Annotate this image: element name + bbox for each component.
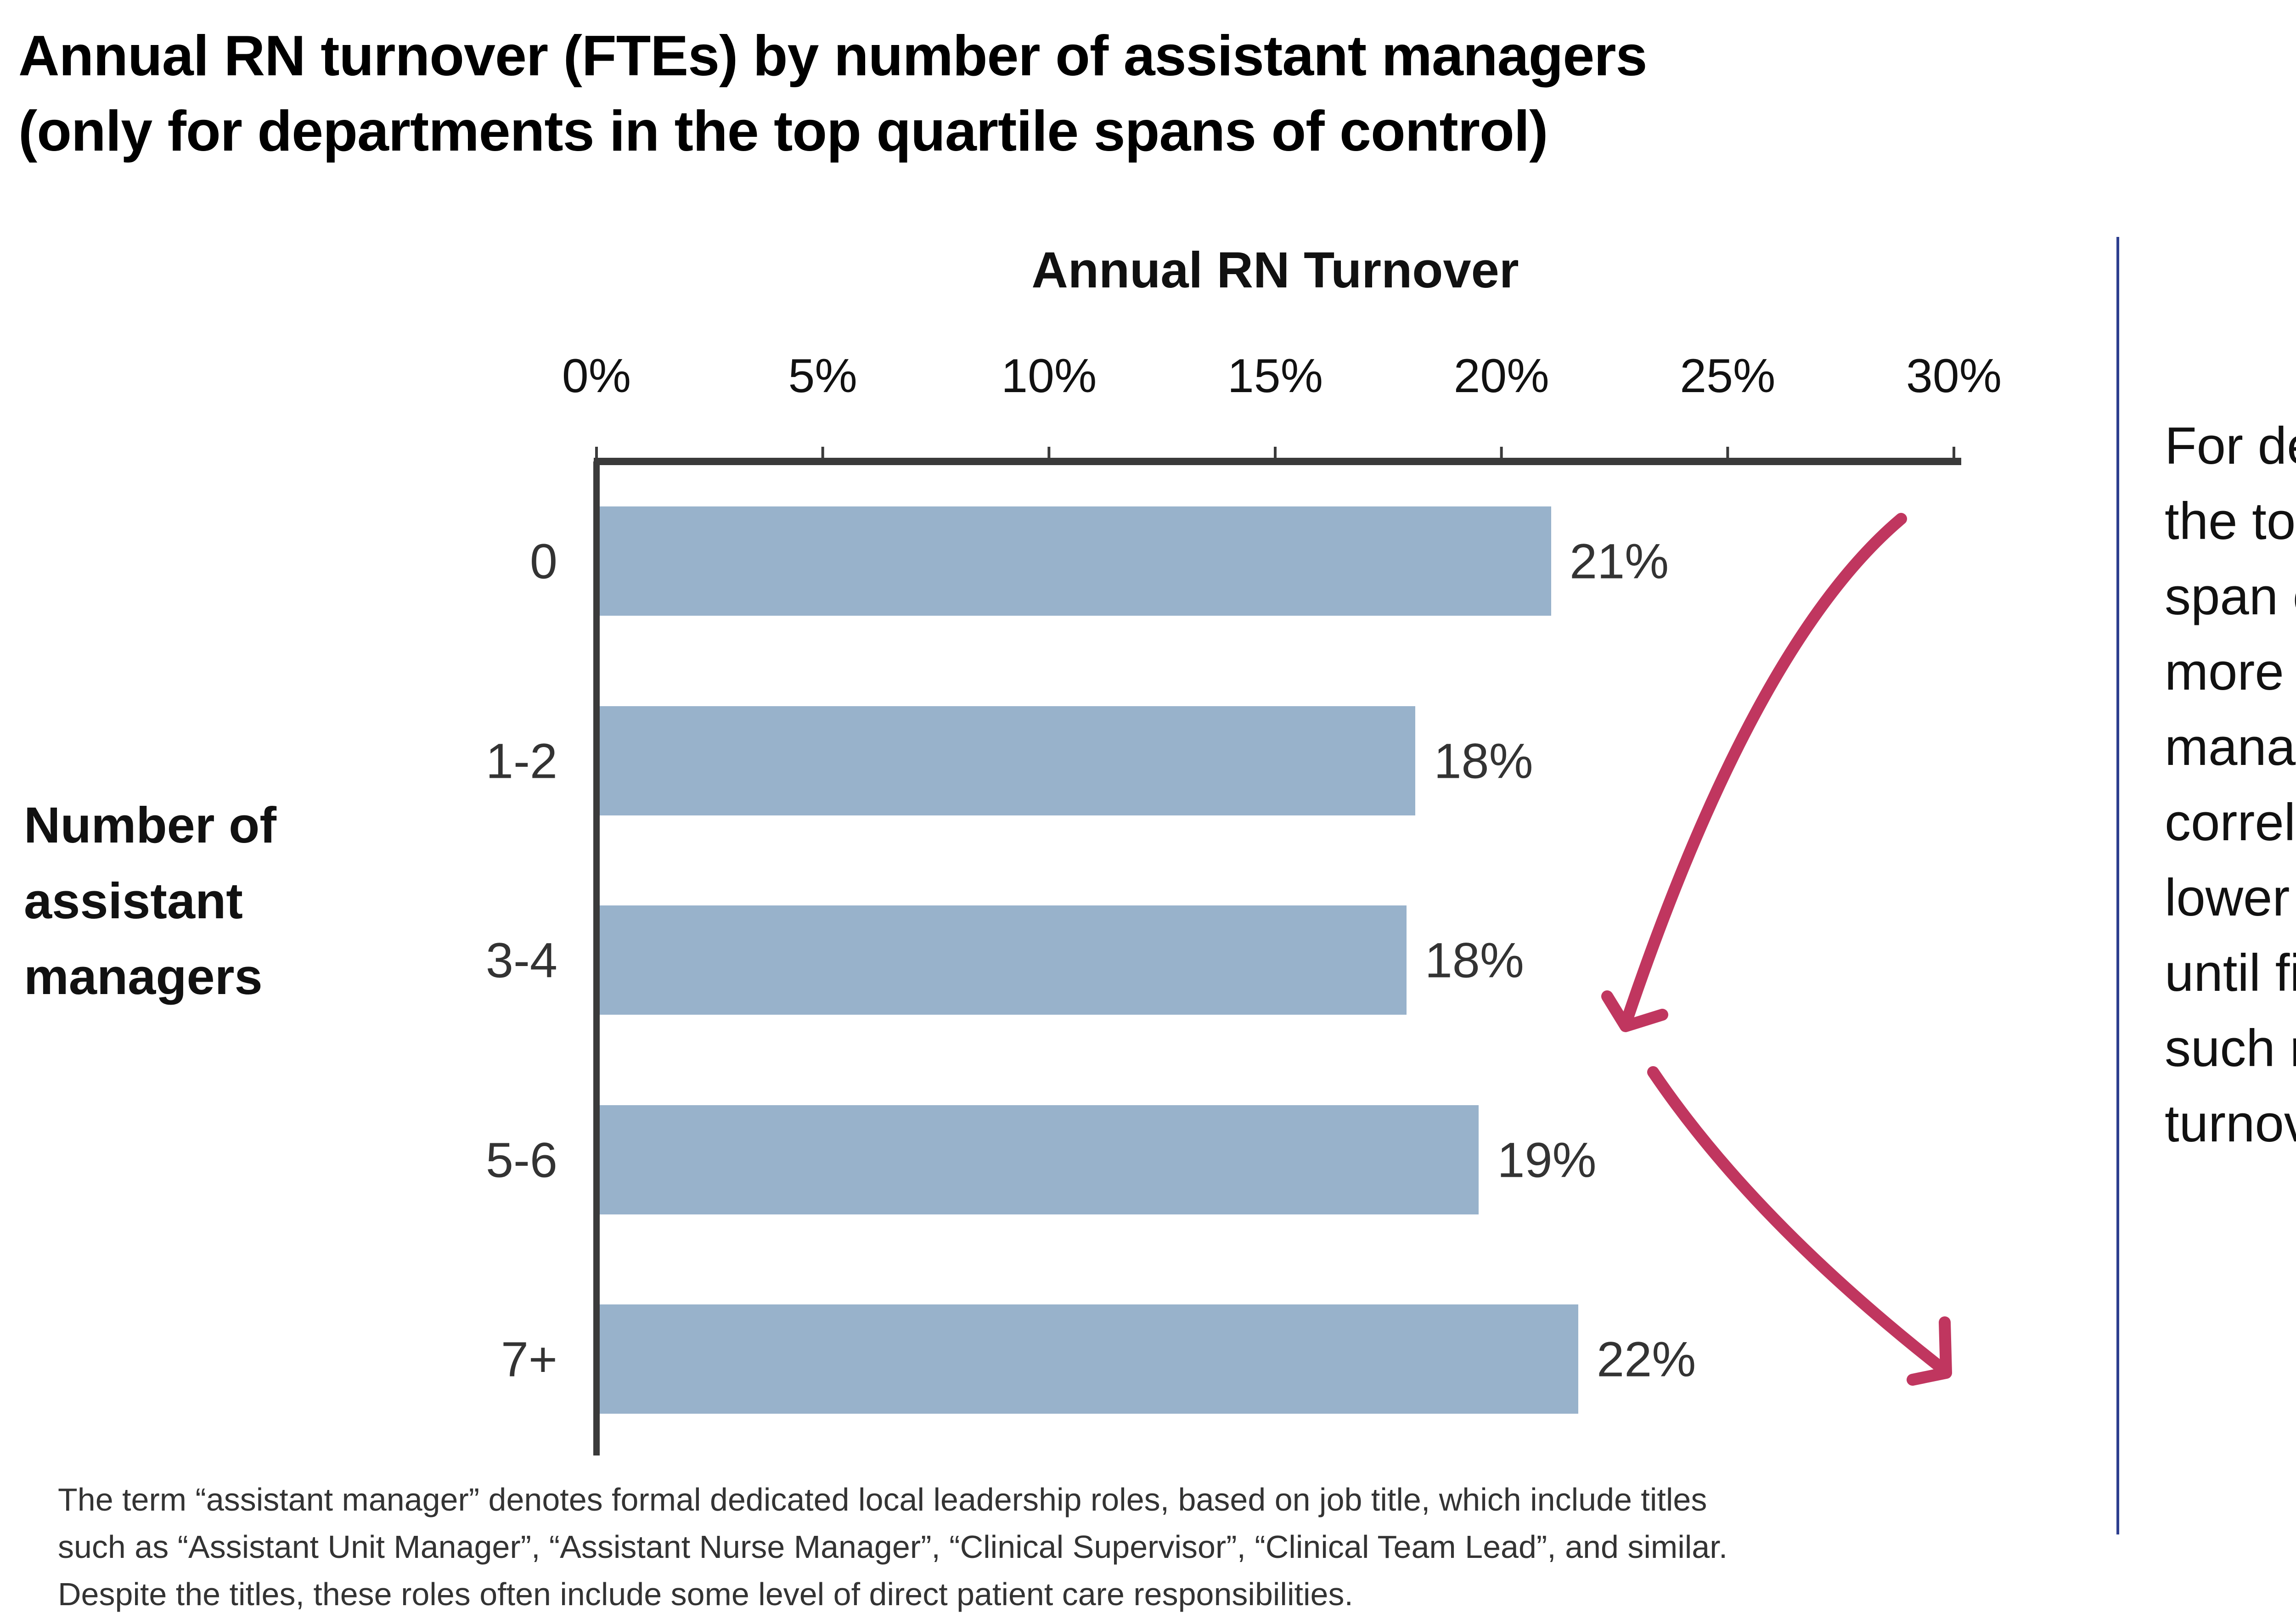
bar-0 — [597, 506, 1552, 616]
category-label: 7+ — [501, 1331, 557, 1387]
x-tick-label: 0% — [562, 349, 631, 403]
data-label: 18% — [1434, 733, 1533, 788]
category-label: 5-6 — [485, 1132, 557, 1187]
footnote-line: Despite the titles, these roles often in… — [58, 1576, 1353, 1612]
x-tick-label: 30% — [1906, 349, 2002, 403]
x-axis-title: Annual RN Turnover — [1031, 242, 1519, 298]
footnote-line: The term “assistant manager” denotes for… — [58, 1482, 1707, 1517]
chart-title-line-1: Annual RN turnover (FTEs) by number of a… — [18, 24, 1648, 88]
callout-line: correlated with — [2165, 793, 2296, 852]
arrow-down-left-icon — [1601, 513, 1907, 1032]
footnote-line: such as “Assistant Unit Manager”, “Assis… — [58, 1529, 1728, 1565]
callout-line: For departments in — [2165, 417, 2296, 475]
category-label: 3-4 — [485, 932, 557, 988]
x-tick-label: 5% — [788, 349, 857, 403]
data-label: 21% — [1570, 533, 1669, 589]
footnote: The term “assistant manager” denotes for… — [58, 1476, 1728, 1618]
callout-line: more assistant — [2165, 643, 2296, 701]
y-axis-title-line: managers — [24, 949, 263, 1005]
bar-5-6 — [597, 1105, 1479, 1214]
callout-line: the top quartile of — [2165, 492, 2296, 551]
callout-line: until five or more — [2165, 944, 2296, 1002]
callout-text: For departments in the top quartile of s… — [2165, 409, 2296, 1162]
bar-1-2 — [597, 706, 1416, 815]
vertical-divider — [2116, 237, 2119, 1534]
y-axis-title: Number of assistant managers — [24, 787, 276, 1015]
callout-line: managers is — [2165, 718, 2296, 776]
x-tick-label: 25% — [1680, 349, 1776, 403]
x-tick-label: 15% — [1227, 349, 1323, 403]
bar-7+ — [597, 1304, 1579, 1414]
category-label: 0 — [529, 533, 557, 589]
chart-title-line-2: (only for departments in the top quartil… — [18, 100, 1548, 163]
x-tick-label: 10% — [1001, 349, 1097, 403]
callout-line: such roles, where — [2165, 1019, 2296, 1078]
y-axis-title-line: Number of — [24, 797, 276, 854]
data-label: 18% — [1424, 932, 1524, 988]
data-label: 22% — [1597, 1331, 1696, 1387]
callout-line: turnover is higher — [2165, 1095, 2296, 1153]
y-axis-title-line: assistant — [24, 873, 243, 929]
chart-title: Annual RN turnover (FTEs) by number of a… — [18, 18, 1648, 169]
callout-line: span of control, — [2165, 568, 2296, 626]
bar-3-4 — [597, 905, 1407, 1015]
category-label: 1-2 — [485, 733, 557, 788]
data-label: 19% — [1497, 1132, 1597, 1187]
callout-line: lower turnover – — [2165, 869, 2296, 927]
arrow-down-right-icon — [1647, 1066, 1952, 1386]
x-tick-label: 20% — [1453, 349, 1549, 403]
